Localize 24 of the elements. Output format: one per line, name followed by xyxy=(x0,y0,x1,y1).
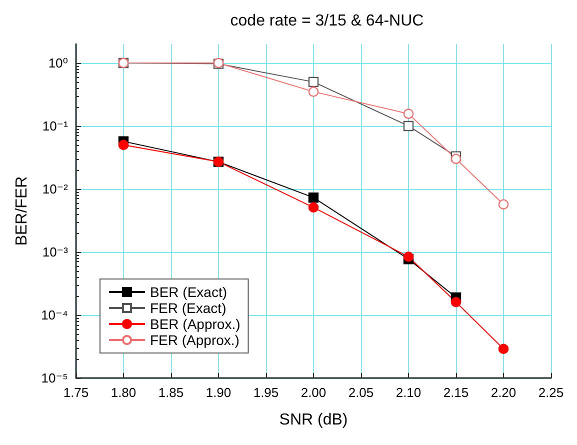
x-tick-label: 1.95 xyxy=(253,385,279,400)
x-axis-title: SNR (dB) xyxy=(279,412,348,428)
x-tick-label: 2.15 xyxy=(443,385,469,400)
y-tick-label: 10⁻⁴ xyxy=(41,307,68,322)
x-tick-label: 2.20 xyxy=(490,385,516,400)
legend-label: BER (Approx.) xyxy=(150,316,240,332)
legend-label: BER (Exact) xyxy=(150,284,228,300)
x-tick-label: 1.90 xyxy=(206,385,232,400)
x-tick-label: 1.80 xyxy=(110,385,136,400)
y-tick-label: 10⁻¹ xyxy=(42,118,69,134)
y-axis-title: BER/FER xyxy=(14,176,31,246)
x-tick-label: 2.25 xyxy=(538,385,564,400)
x-tick-label: 2.00 xyxy=(300,385,326,400)
x-tick-label: 2.05 xyxy=(348,385,374,400)
legend-label: FER (Exact) xyxy=(150,300,226,316)
y-tick-label: 10⁻² xyxy=(42,181,69,196)
legend-label: FER (Approx.) xyxy=(150,332,240,348)
x-tick-label: 2.10 xyxy=(396,385,422,400)
x-tick-label: 1.85 xyxy=(158,385,184,400)
x-tick-label: 1.75 xyxy=(63,385,89,400)
y-tick-label: 10⁻³ xyxy=(42,244,69,260)
y-tick-label: 10⁰ xyxy=(48,55,68,70)
y-tick-label: 10⁻⁵ xyxy=(41,370,68,386)
chart-title: code rate = 3/15 & 64-NUC xyxy=(230,12,424,30)
